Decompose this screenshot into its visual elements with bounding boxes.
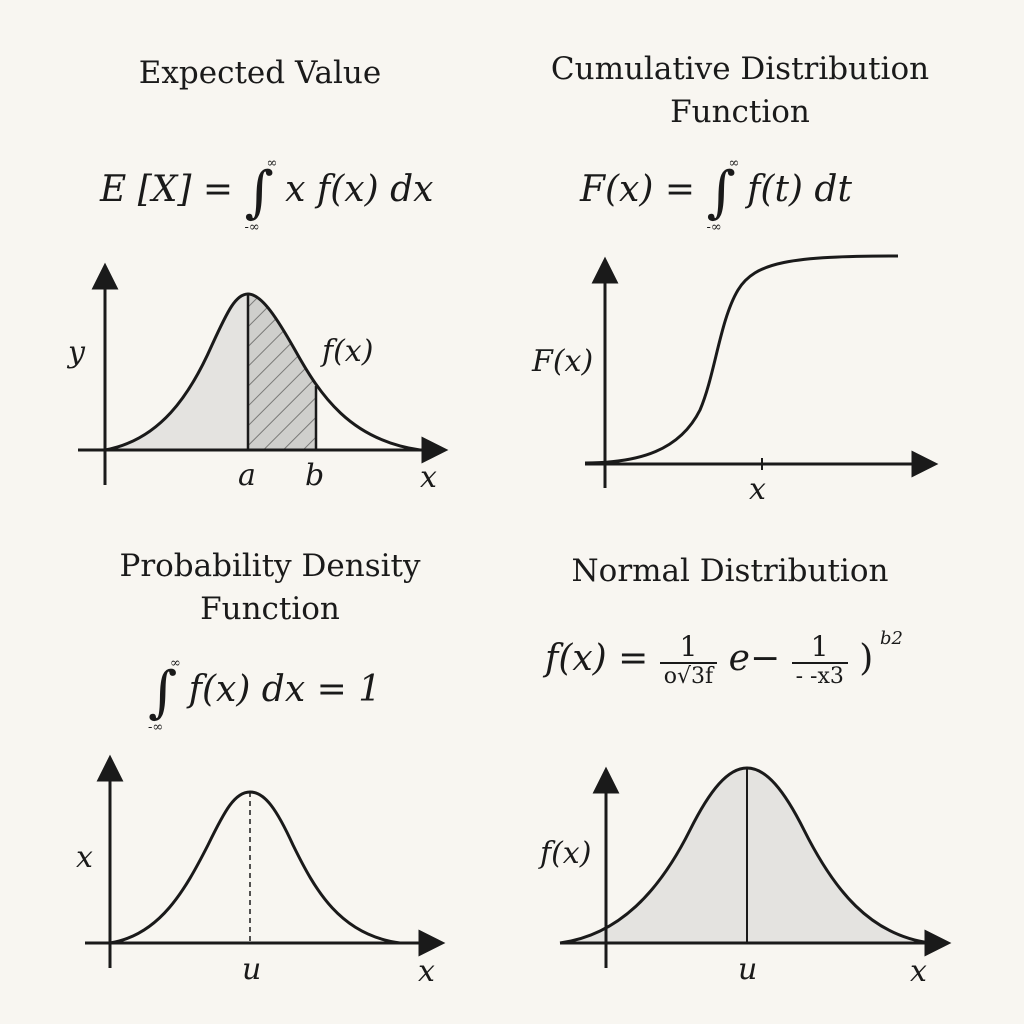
cdf-formula-lhs: F(x) =	[580, 169, 695, 210]
expected-value-x-label: x	[420, 460, 437, 495]
pdf-y-label: x	[76, 840, 93, 875]
integral-upper-limit: ∞	[266, 156, 278, 171]
hatched-region-a-b	[248, 294, 316, 450]
integral-upper-limit: ∞	[728, 156, 740, 171]
normal-formula-lhs: f(x) =	[545, 638, 649, 679]
normal-y-label: f(x)	[540, 836, 592, 871]
integral-lower-limit: -∞	[244, 220, 260, 235]
fraction-1-denominator: o√3f	[659, 662, 718, 690]
pdf-title: Probability Density Function	[95, 545, 445, 631]
expected-value-title: Expected Value	[138, 55, 382, 91]
normal-exponent: b2	[880, 628, 903, 649]
integral-sign: ∫ ∞ -∞	[244, 156, 278, 235]
cdf-title-line2: Function	[670, 94, 810, 130]
cdf-x-label: x	[749, 472, 766, 507]
cdf-curve	[584, 254, 899, 465]
normal-x-label: x	[910, 954, 927, 989]
exp-minus: −	[749, 638, 781, 679]
expected-value-formula-rhs: x f(x) dx	[285, 169, 434, 210]
area-under-curve	[105, 294, 248, 450]
pdf-title-line1: Probability Density	[119, 548, 421, 584]
expected-value-y-label: y	[68, 335, 85, 370]
pdf-mu-label: u	[242, 952, 262, 987]
expected-value-curve-label: f(x)	[322, 334, 374, 369]
cdf-title-line1: Cumulative Distribution	[550, 51, 930, 87]
integral-lower-limit: -∞	[706, 220, 722, 235]
normal-title: Normal Distribution	[571, 553, 889, 589]
close-paren: )	[859, 638, 874, 679]
fraction-2-denominator: - -x3	[791, 662, 848, 690]
expected-value-formula: E [X] = ∫ ∞ -∞ x f(x) dx	[100, 156, 434, 235]
cdf-title: Cumulative Distribution Function	[530, 48, 950, 134]
pdf-formula-rhs: f(x) dx = 1	[188, 669, 382, 710]
pdf-title-line2: Function	[200, 591, 340, 627]
normal-fraction-2: 1 - -x3	[791, 630, 848, 690]
euler-e: e	[728, 638, 750, 679]
tick-label-b: b	[305, 458, 325, 493]
fraction-1-numerator: 1	[679, 630, 698, 663]
expected-value-formula-lhs: E [X] =	[100, 169, 234, 210]
cdf-y-label: F(x)	[532, 344, 594, 379]
integral-sign: ∫ ∞ -∞	[148, 656, 181, 735]
normal-fill	[560, 768, 930, 943]
pdf-formula: ∫ ∞ -∞ f(x) dx = 1	[148, 656, 382, 735]
cdf-formula-rhs: f(t) dt	[747, 169, 852, 210]
normal-fraction-1: 1 o√3f	[659, 630, 718, 690]
integral-upper-limit: ∞	[170, 656, 181, 671]
integral-sign: ∫ ∞ -∞	[706, 156, 740, 235]
pdf-x-label: x	[418, 954, 435, 989]
normal-formula: f(x) = 1 o√3f e− 1 - -x3 )	[545, 632, 873, 690]
integral-lower-limit: -∞	[148, 720, 164, 735]
cdf-formula: F(x) = ∫ ∞ -∞ f(t) dt	[580, 156, 852, 235]
fraction-2-numerator: 1	[810, 630, 829, 663]
tick-label-a: a	[238, 458, 256, 493]
normal-mu-label: u	[738, 952, 758, 987]
